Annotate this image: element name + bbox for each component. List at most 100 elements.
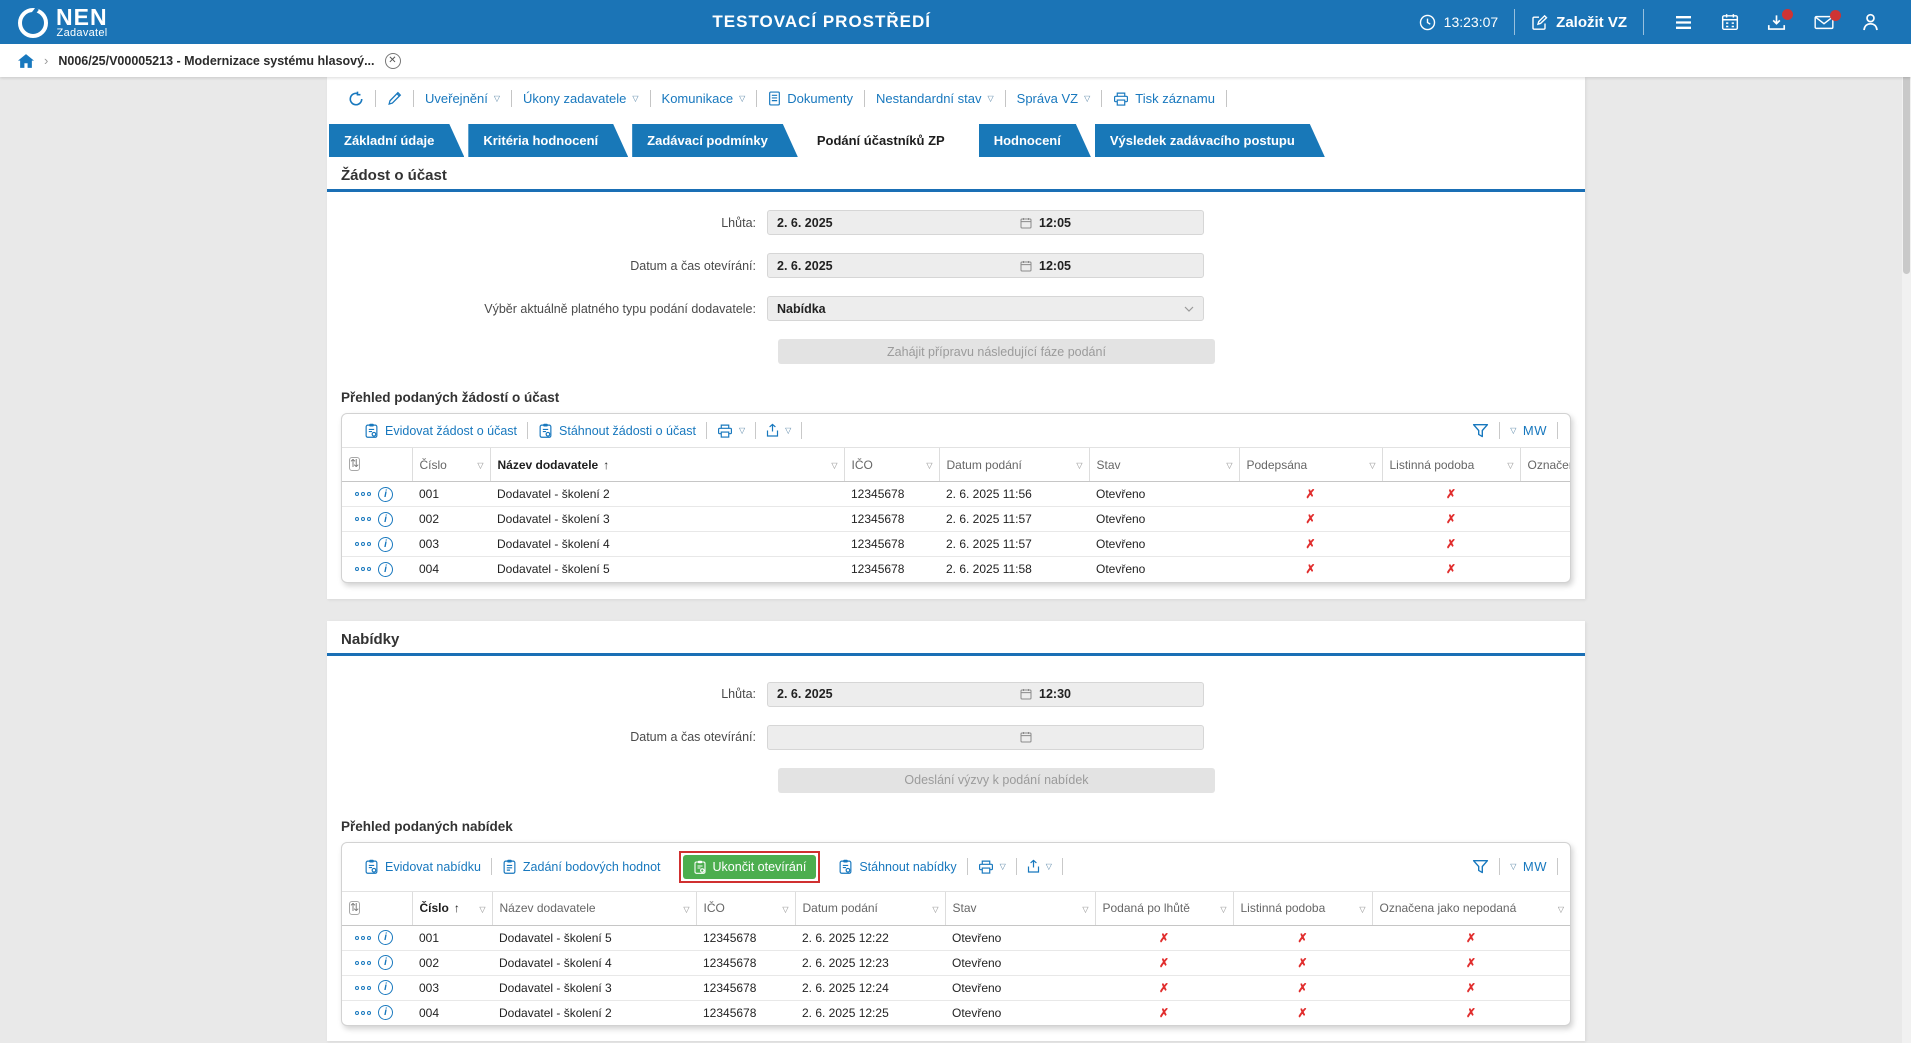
filter-caret-icon[interactable]: ▽ bbox=[831, 461, 838, 470]
info-icon[interactable]: i bbox=[378, 930, 393, 945]
refresh-icon[interactable] bbox=[337, 91, 375, 107]
column-header[interactable]: Číslo ▽ bbox=[411, 447, 490, 482]
filter-icon[interactable] bbox=[1462, 859, 1499, 874]
column-header[interactable]: Stav ▽ bbox=[1088, 447, 1239, 482]
toolbar-item-komunikace[interactable]: Komunikace ▽ bbox=[661, 91, 746, 106]
tab-podani-ucastniku[interactable]: Podání účastníků ZP bbox=[802, 124, 975, 157]
odeslani-vyzvy-button[interactable]: Odeslání výzvy k podání nabídek bbox=[778, 767, 1215, 793]
info-icon[interactable]: i bbox=[378, 980, 393, 995]
column-header[interactable]: IČO ▽ bbox=[695, 890, 795, 926]
info-icon[interactable]: i bbox=[378, 955, 393, 970]
toolbar-item-tisk-zaznamu[interactable]: Tisk záznamu bbox=[1102, 91, 1226, 106]
table-row[interactable]: i 001 Dodavatel - školení 5 12345678 2. … bbox=[342, 925, 1570, 950]
filter-caret-icon[interactable]: ▽ bbox=[1507, 461, 1514, 470]
filter-caret-icon[interactable]: ▽ bbox=[1557, 904, 1564, 914]
tab-zakladni-udaje[interactable]: Základní údaje bbox=[329, 124, 464, 157]
column-header[interactable]: IČO ▽ bbox=[843, 447, 939, 482]
column-header[interactable]: Stav ▽ bbox=[944, 890, 1095, 926]
info-icon[interactable]: i bbox=[378, 561, 393, 577]
create-vz-button[interactable]: Založit VZ bbox=[1531, 14, 1627, 31]
mw-button[interactable]: ▽ MW bbox=[1510, 859, 1547, 874]
tab-zadavaci-podminky[interactable]: Zadávací podmínky bbox=[632, 124, 798, 157]
breadcrumb-item[interactable]: N006/25/V00005213 - Modernizace systému … bbox=[58, 53, 375, 68]
print-grid-button[interactable]: ▽ bbox=[707, 424, 755, 438]
info-icon[interactable]: i bbox=[378, 1005, 393, 1021]
filter-caret-icon[interactable]: ▽ bbox=[683, 904, 690, 914]
table-row[interactable]: i 001 Dodavatel - školení 2 12345678 2. … bbox=[342, 481, 1570, 507]
table-row[interactable]: i 003 Dodavatel - školení 4 12345678 2. … bbox=[342, 531, 1570, 557]
filter-caret-icon[interactable]: ▽ bbox=[1226, 461, 1233, 470]
filter-caret-icon[interactable]: ▽ bbox=[477, 461, 484, 470]
column-header[interactable]: Listinná podoba ▽ bbox=[1381, 447, 1520, 482]
evidovat-nabidku-button[interactable]: Evidovat nabídku bbox=[354, 859, 491, 874]
toolbar-item-nestandardni-stav[interactable]: Nestandardní stav ▽ bbox=[875, 91, 994, 106]
menu-icon[interactable] bbox=[1674, 15, 1693, 30]
toolbar-item-dokumenty[interactable]: Dokumenty bbox=[757, 91, 864, 106]
tab-kriteria-hodnoceni[interactable]: Kritéria hodnocení bbox=[468, 124, 628, 157]
filter-icon[interactable] bbox=[1462, 423, 1499, 438]
filter-caret-icon[interactable]: ▽ bbox=[782, 904, 789, 914]
column-header[interactable]: Podaná po lhůtě ▽ bbox=[1094, 890, 1233, 926]
tab-vysledek[interactable]: Výsledek zadávacího postupu bbox=[1095, 124, 1325, 157]
evidovat-zadost-button[interactable]: Evidovat žádost o účast bbox=[354, 423, 527, 438]
nabidky-otevirani-datetime-input[interactable] bbox=[767, 724, 1204, 750]
table-row[interactable]: i 004 Dodavatel - školení 2 12345678 2. … bbox=[342, 1000, 1570, 1025]
calendar-icon[interactable] bbox=[1020, 731, 1032, 743]
otevirani-datetime-input[interactable]: 2. 6. 2025 12:05 bbox=[767, 253, 1204, 278]
tab-hodnoceni[interactable]: Hodnocení bbox=[979, 124, 1091, 157]
pencil-icon[interactable] bbox=[376, 91, 413, 106]
typ-podani-select[interactable]: Nabídka bbox=[767, 296, 1204, 321]
scrollbar-thumb[interactable] bbox=[1903, 44, 1910, 274]
info-icon[interactable]: i bbox=[378, 536, 393, 552]
toolbar-item-uverejneni[interactable]: Uveřejnění ▽ bbox=[425, 91, 501, 106]
lhuta-datetime-input[interactable]: 2. 6. 2025 12:05 bbox=[767, 210, 1204, 235]
zadani-bodovych-hodnot-button[interactable]: Zadání bodových hodnot bbox=[492, 859, 671, 874]
vertical-scrollbar[interactable] bbox=[1902, 44, 1911, 1043]
close-icon[interactable]: ✕ bbox=[384, 52, 401, 69]
column-header[interactable]: Název dodavatele ↑ ▽ bbox=[489, 447, 844, 482]
nabidky-lhuta-datetime-input[interactable]: 2. 6. 2025 12:30 bbox=[767, 681, 1204, 707]
row-menu-icon[interactable] bbox=[355, 542, 371, 546]
column-header[interactable]: Označena jako nepodaná ▽ bbox=[1371, 890, 1570, 926]
info-icon[interactable]: i bbox=[378, 511, 393, 527]
filter-caret-icon[interactable]: ▽ bbox=[1369, 461, 1376, 470]
mw-button[interactable]: ▽ MW bbox=[1510, 423, 1547, 438]
filter-caret-icon[interactable]: ▽ bbox=[1359, 904, 1366, 914]
row-menu-icon[interactable] bbox=[355, 517, 371, 521]
toolbar-item-ukony[interactable]: Úkony zadavatele ▽ bbox=[523, 91, 639, 106]
ukoncit-otevirani-button[interactable]: Ukončit otevírání bbox=[682, 854, 817, 879]
stahnout-zadosti-button[interactable]: Stáhnout žádosti o účast bbox=[528, 423, 706, 438]
filter-caret-icon[interactable]: ▽ bbox=[1082, 904, 1089, 914]
table-row[interactable]: i 002 Dodavatel - školení 3 12345678 2. … bbox=[342, 506, 1570, 532]
row-menu-icon[interactable] bbox=[355, 1010, 371, 1015]
table-row[interactable]: i 004 Dodavatel - školení 5 12345678 2. … bbox=[342, 556, 1570, 582]
column-settings-icon[interactable]: ⇅ bbox=[349, 457, 361, 471]
column-header[interactable]: Datum podání ▽ bbox=[938, 447, 1089, 482]
column-settings-icon[interactable]: ⇅ bbox=[349, 900, 361, 915]
calendar-icon[interactable] bbox=[1721, 13, 1739, 31]
column-header[interactable]: Podepsána ▽ bbox=[1238, 447, 1382, 482]
calendar-icon[interactable] bbox=[1020, 260, 1032, 272]
filter-caret-icon[interactable]: ▽ bbox=[1220, 904, 1227, 914]
column-header[interactable]: Datum podání ▽ bbox=[794, 890, 945, 926]
filter-caret-icon[interactable]: ▽ bbox=[1076, 461, 1083, 470]
table-row[interactable]: i 002 Dodavatel - školení 4 12345678 2. … bbox=[342, 950, 1570, 975]
downloads-icon[interactable] bbox=[1767, 8, 1793, 31]
filter-caret-icon[interactable]: ▽ bbox=[932, 904, 939, 914]
home-icon[interactable] bbox=[18, 53, 34, 68]
filter-caret-icon[interactable]: ▽ bbox=[479, 904, 486, 914]
stahnout-nabidky-button[interactable]: Stáhnout nabídky bbox=[828, 859, 966, 874]
export-grid-button[interactable]: ▽ bbox=[1017, 859, 1062, 874]
nen-logo[interactable]: NEN Zadavatel bbox=[18, 5, 108, 39]
column-header[interactable]: Označena jako nepodaná ▽ bbox=[1519, 447, 1570, 482]
column-header[interactable]: Číslo ↑ ▽ bbox=[411, 890, 492, 926]
calendar-icon[interactable] bbox=[1020, 688, 1032, 700]
table-row[interactable]: i 003 Dodavatel - školení 3 12345678 2. … bbox=[342, 975, 1570, 1000]
column-header[interactable]: Název dodavatele ▽ bbox=[491, 890, 696, 926]
row-menu-icon[interactable] bbox=[355, 492, 371, 496]
row-menu-icon[interactable] bbox=[355, 960, 371, 965]
row-menu-icon[interactable] bbox=[355, 567, 371, 572]
filter-caret-icon[interactable]: ▽ bbox=[926, 461, 933, 470]
calendar-icon[interactable] bbox=[1020, 217, 1032, 229]
zahajit-pripravu-button[interactable]: Zahájit přípravu následující fáze podání bbox=[778, 339, 1215, 364]
